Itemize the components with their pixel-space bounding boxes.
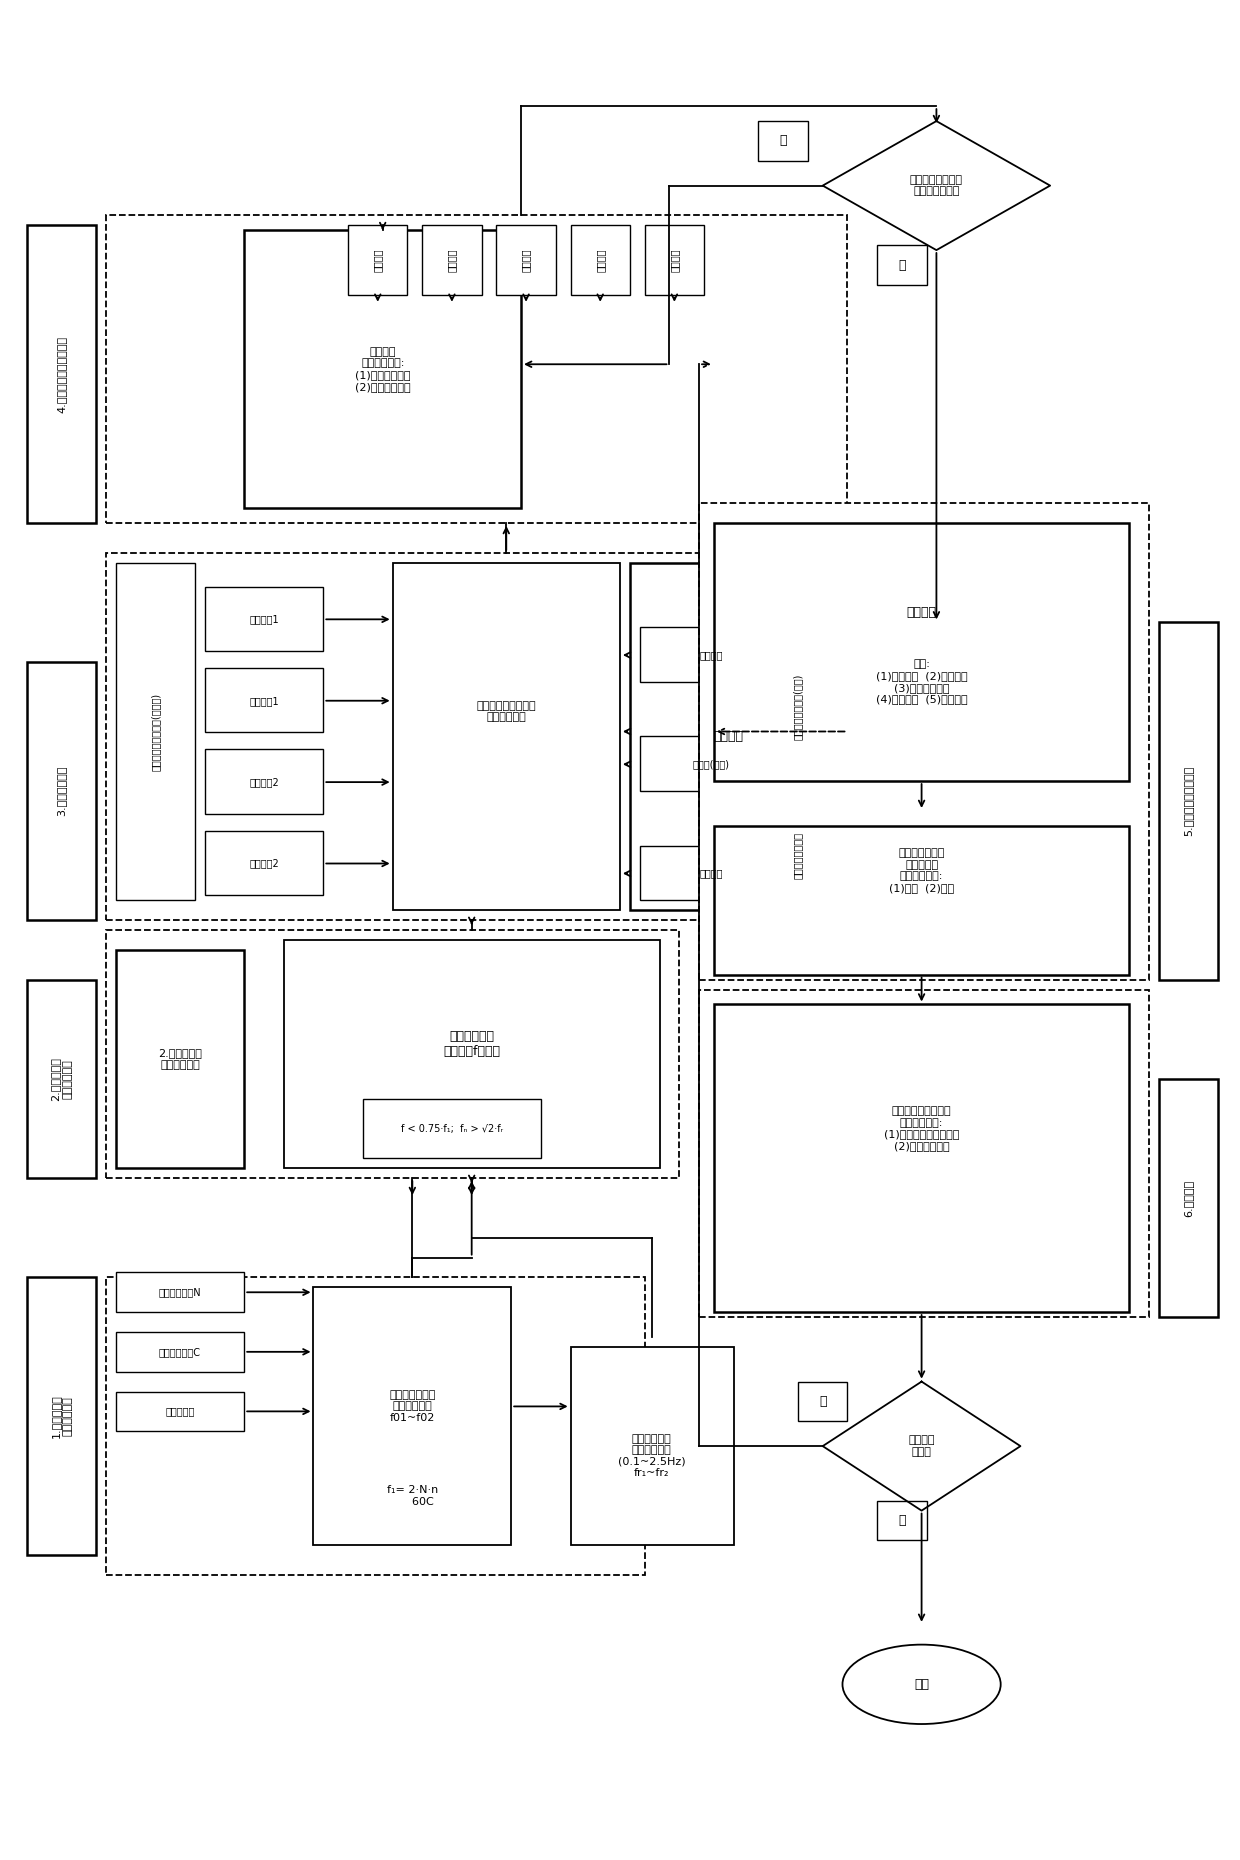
FancyBboxPatch shape bbox=[105, 216, 847, 523]
FancyBboxPatch shape bbox=[496, 225, 556, 294]
Text: f₁= 2·N·n
      60C: f₁= 2·N·n 60C bbox=[387, 1484, 438, 1507]
FancyBboxPatch shape bbox=[640, 627, 784, 683]
FancyBboxPatch shape bbox=[27, 980, 95, 1177]
Text: 4.悬置系统参数优化匹配: 4.悬置系统参数优化匹配 bbox=[56, 335, 66, 413]
Text: 悬置刚度2: 悬置刚度2 bbox=[249, 859, 279, 869]
FancyBboxPatch shape bbox=[1159, 1079, 1218, 1317]
Text: 3.悬置系统建模: 3.悬置系统建模 bbox=[56, 766, 66, 817]
Text: 悬置阻尼1: 悬置阻尼1 bbox=[249, 614, 279, 625]
Text: 悬置阻尼2: 悬置阻尼2 bbox=[249, 777, 279, 787]
Text: 动力传动总成参数: 动力传动总成参数 bbox=[794, 831, 804, 880]
Text: 发动机排量: 发动机排量 bbox=[165, 1406, 195, 1415]
FancyBboxPatch shape bbox=[393, 564, 620, 910]
Text: 是: 是 bbox=[898, 259, 905, 272]
FancyBboxPatch shape bbox=[759, 121, 808, 160]
Text: 2.悬置系统固
有频率的确定: 2.悬置系统固 有频率的确定 bbox=[51, 1056, 72, 1101]
FancyBboxPatch shape bbox=[105, 930, 680, 1177]
Text: 判断固有频率是否
在最低频率范围: 判断固有频率是否 在最低频率范围 bbox=[910, 175, 963, 197]
FancyBboxPatch shape bbox=[205, 831, 324, 895]
Text: 悬置刚度1: 悬置刚度1 bbox=[249, 696, 279, 705]
FancyBboxPatch shape bbox=[699, 504, 1149, 980]
Text: 优化匹配
优化参数包括:
(1)悬置几何参数
(2)悬置特性参数: 优化匹配 优化参数包括: (1)悬置几何参数 (2)悬置特性参数 bbox=[355, 346, 410, 392]
Text: 1.外界激励频
率范围的计算: 1.外界激励频 率范围的计算 bbox=[51, 1395, 72, 1438]
Text: 动力传动总成参数(定值): 动力传动总成参数(定值) bbox=[794, 673, 804, 740]
Text: 悬置阻尼: 悬置阻尼 bbox=[670, 247, 680, 272]
Text: 发动机怠速值C: 发动机怠速值C bbox=[159, 1347, 201, 1356]
FancyBboxPatch shape bbox=[877, 246, 926, 285]
Text: 发动机汽缸数N: 发动机汽缸数N bbox=[159, 1287, 201, 1296]
Text: 空变量(交值): 空变量(交值) bbox=[692, 759, 729, 770]
FancyBboxPatch shape bbox=[27, 225, 95, 523]
Text: 悬置阻尼: 悬置阻尼 bbox=[595, 247, 605, 272]
FancyBboxPatch shape bbox=[205, 668, 324, 733]
Text: 5.参数输出及悬置选型: 5.参数输出及悬置选型 bbox=[1183, 766, 1194, 837]
Text: 常量控制: 常量控制 bbox=[699, 649, 723, 660]
Text: 完成: 完成 bbox=[914, 1678, 929, 1691]
Text: 系统模型: 系统模型 bbox=[714, 729, 744, 742]
Text: 否: 否 bbox=[780, 134, 787, 147]
FancyBboxPatch shape bbox=[714, 523, 1130, 781]
FancyBboxPatch shape bbox=[27, 1278, 95, 1555]
FancyBboxPatch shape bbox=[115, 1272, 244, 1311]
Text: 是否满足
及修改: 是否满足 及修改 bbox=[909, 1436, 935, 1456]
FancyBboxPatch shape bbox=[27, 662, 95, 921]
FancyBboxPatch shape bbox=[570, 1347, 734, 1546]
FancyBboxPatch shape bbox=[645, 225, 704, 294]
Text: f < 0.75·f₁;  fₙ > √2·fᵣ: f < 0.75·f₁; fₙ > √2·fᵣ bbox=[401, 1123, 503, 1133]
FancyBboxPatch shape bbox=[115, 950, 244, 1168]
FancyBboxPatch shape bbox=[423, 225, 481, 294]
FancyBboxPatch shape bbox=[799, 1382, 847, 1421]
FancyBboxPatch shape bbox=[714, 1004, 1130, 1311]
Text: 输出参数: 输出参数 bbox=[906, 606, 936, 619]
Text: 是: 是 bbox=[898, 1514, 905, 1527]
FancyBboxPatch shape bbox=[570, 225, 630, 294]
FancyBboxPatch shape bbox=[640, 737, 784, 790]
FancyBboxPatch shape bbox=[205, 750, 324, 815]
FancyBboxPatch shape bbox=[105, 1278, 645, 1575]
FancyBboxPatch shape bbox=[363, 1099, 541, 1159]
Text: 6.试验验证: 6.试验验证 bbox=[1183, 1179, 1194, 1216]
Ellipse shape bbox=[842, 1644, 1001, 1724]
Text: 悬置位置: 悬置位置 bbox=[446, 247, 456, 272]
Text: 悬置刚度: 悬置刚度 bbox=[521, 247, 531, 272]
FancyBboxPatch shape bbox=[105, 552, 847, 921]
Text: 确定路面激振
频率边界条件
(0.1~2.5Hz)
fr₁~fr₂: 确定路面激振 频率边界条件 (0.1~2.5Hz) fr₁~fr₂ bbox=[618, 1434, 686, 1479]
Text: 否: 否 bbox=[818, 1395, 826, 1408]
Text: 确定悬置系统
固有频率f的范围: 确定悬置系统 固有频率f的范围 bbox=[443, 1030, 500, 1058]
Text: 跑车试验或台架试验
观测数据包括:
(1)动力总成振动加速度
(2)动力总成位移: 跑车试验或台架试验 观测数据包括: (1)动力总成振动加速度 (2)动力总成位移 bbox=[884, 1107, 960, 1151]
FancyBboxPatch shape bbox=[115, 564, 195, 900]
Text: 悬置个数: 悬置个数 bbox=[373, 247, 383, 272]
Text: 悬置几何和技术参数(初始值): 悬置几何和技术参数(初始值) bbox=[150, 692, 160, 770]
FancyBboxPatch shape bbox=[699, 990, 1149, 1317]
FancyBboxPatch shape bbox=[1159, 623, 1218, 980]
Text: 包括:
(1)悬置个数  (2)悬置位置
(3)悬置安装角度
(4)悬置刚度  (5)悬置阻尼: 包括: (1)悬置个数 (2)悬置位置 (3)悬置安装角度 (4)悬置刚度 (5… bbox=[875, 660, 967, 705]
FancyBboxPatch shape bbox=[714, 826, 1130, 975]
Text: 根据优化匹配参
数进行选型
主要依据参数:
(1)刚度  (2)阻尼: 根据优化匹配参 数进行选型 主要依据参数: (1)刚度 (2)阻尼 bbox=[889, 848, 954, 893]
FancyBboxPatch shape bbox=[630, 564, 827, 910]
FancyBboxPatch shape bbox=[284, 939, 660, 1168]
FancyBboxPatch shape bbox=[640, 846, 784, 900]
FancyBboxPatch shape bbox=[115, 1391, 244, 1430]
FancyBboxPatch shape bbox=[205, 586, 324, 651]
Text: 变量调整: 变量调整 bbox=[699, 869, 723, 878]
Text: 计算发动机激振
频率边界条件
f01~f02: 计算发动机激振 频率边界条件 f01~f02 bbox=[389, 1389, 435, 1423]
Text: 建立动力、传动总成
悬置系统模型: 建立动力、传动总成 悬置系统模型 bbox=[476, 701, 536, 722]
FancyBboxPatch shape bbox=[244, 231, 521, 508]
FancyBboxPatch shape bbox=[115, 1332, 244, 1371]
Text: 2.悬置系统固
有频率的确定: 2.悬置系统固 有频率的确定 bbox=[157, 1049, 202, 1070]
FancyBboxPatch shape bbox=[877, 1501, 926, 1540]
FancyBboxPatch shape bbox=[314, 1287, 511, 1546]
FancyBboxPatch shape bbox=[348, 225, 408, 294]
